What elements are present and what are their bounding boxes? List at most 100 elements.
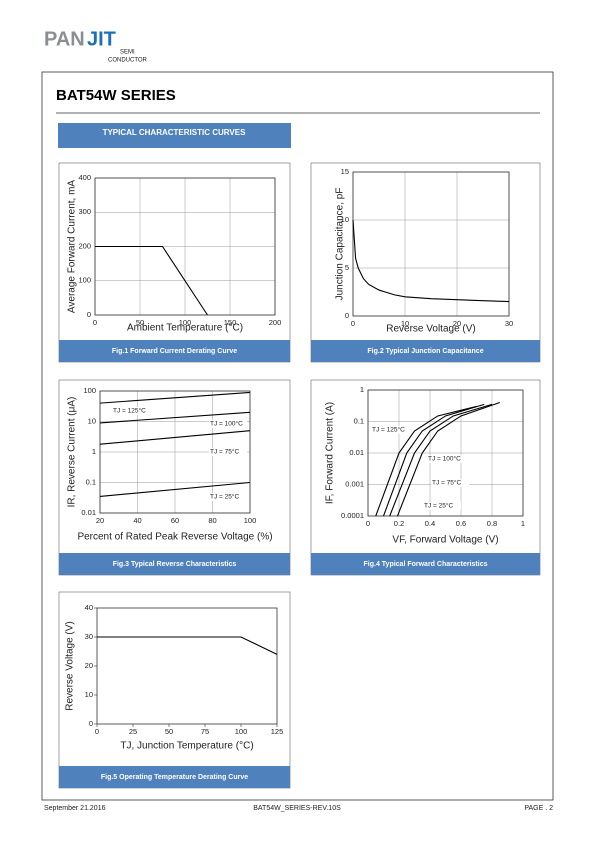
x-tick-label: 80 — [208, 516, 216, 525]
x-tick-label: 25 — [129, 727, 137, 736]
y-axis-label: Junction Capacitance, pF — [335, 188, 346, 301]
plot-area — [99, 390, 251, 514]
x-axis-label: Ambient Temperature (°C) — [127, 323, 243, 334]
x-tick-label: 0 — [93, 318, 97, 327]
figure-frame — [58, 379, 291, 576]
legend-bg — [427, 455, 465, 463]
data-line — [95, 245, 208, 316]
y-tick-label: 30 — [85, 632, 93, 641]
legend-bg — [209, 493, 247, 501]
caption-bar — [311, 553, 540, 575]
section-title: TYPICAL CHARACTERISTIC CURVES — [103, 128, 246, 137]
data-line — [396, 402, 500, 517]
x-axis-label: VF, Forward Voltage (V) — [392, 535, 498, 546]
legend-bg — [423, 502, 461, 510]
series-label: TJ = 125°C — [113, 407, 146, 415]
footer-date: September 21.2016 — [44, 805, 106, 812]
y-axis-label: IF, Forward Current (A) — [325, 402, 336, 504]
figure-caption: Fig.1 Forward Current Derating Curve — [112, 348, 237, 355]
y-tick-label: 0 — [345, 311, 349, 320]
logo-left: PAN — [44, 28, 85, 50]
series-label: TJ = 75°C — [432, 479, 461, 487]
data-line — [352, 219, 510, 303]
x-tick-label: 20 — [96, 516, 104, 525]
y-tick-label: 20 — [85, 661, 93, 670]
plot-area — [352, 171, 510, 317]
y-axis-label: Average Forward Current, mA — [67, 180, 78, 314]
y-tick-label: 400 — [78, 173, 91, 182]
series-label: TJ = 125°C — [372, 426, 405, 434]
y-tick-label: 0.1 — [354, 416, 364, 425]
data-line — [375, 405, 477, 517]
y-tick-label: 0.1 — [86, 477, 96, 486]
series-label: TJ = 100°C — [210, 420, 243, 428]
y-tick-label: 200 — [78, 241, 91, 250]
legend-bg — [209, 420, 247, 428]
y-tick-label: 0 — [89, 719, 93, 728]
y-tick-label: 10 — [341, 215, 349, 224]
x-axis-label: TJ, Junction Temperature (°C) — [120, 741, 253, 752]
x-axis-label: Percent of Rated Peak Reverse Voltage (%… — [77, 532, 272, 543]
section-bar — [58, 123, 291, 148]
y-tick-label: 100 — [78, 276, 91, 285]
data-line — [99, 481, 251, 497]
y-tick-label: 1 — [92, 447, 96, 456]
y-tick-label: 0.0001 — [341, 511, 364, 520]
y-tick-label: 10 — [85, 690, 93, 699]
caption-bar — [59, 340, 290, 362]
x-tick-label: 75 — [201, 727, 209, 736]
series-label: TJ = 75°C — [210, 448, 239, 456]
caption-bar — [59, 766, 290, 788]
y-tick-label: 300 — [78, 207, 91, 216]
x-tick-label: 50 — [165, 727, 173, 736]
legend-bg — [209, 448, 247, 456]
figure-frame — [58, 162, 291, 363]
x-tick-label: 60 — [171, 516, 179, 525]
x-tick-label: 0.8 — [487, 519, 497, 528]
page-frame — [41, 71, 554, 801]
y-axis-label: Reverse Voltage (V) — [65, 621, 76, 711]
x-tick-label: 100 — [179, 318, 192, 327]
x-tick-label: 0 — [351, 319, 355, 328]
figure-caption: Fig.2 Typical Junction Capacitance — [367, 348, 483, 355]
data-line — [382, 403, 485, 517]
x-tick-label: 20 — [453, 319, 461, 328]
figure-frame — [310, 162, 541, 363]
x-tick-label: 0.2 — [394, 519, 404, 528]
logo-sub: CONDUCTOR — [108, 58, 148, 64]
figure-caption: Fig.5 Operating Temperature Derating Cur… — [101, 774, 248, 781]
figure-frame — [310, 379, 541, 576]
figure-caption: Fig.3 Typical Reverse Characteristics — [113, 561, 237, 568]
caption-bar — [311, 340, 540, 362]
y-tick-label: 10 — [88, 416, 96, 425]
x-tick-label: 200 — [269, 318, 282, 327]
legend-bg — [112, 407, 150, 415]
figure-caption: Fig.4 Typical Forward Characteristics — [364, 561, 488, 568]
caption-bar — [59, 553, 290, 575]
x-tick-label: 30 — [505, 319, 513, 328]
x-tick-label: 100 — [235, 727, 248, 736]
footer-page: PAGE . 2 — [524, 805, 553, 812]
x-tick-label: 125 — [271, 727, 284, 736]
x-tick-label: 40 — [133, 516, 141, 525]
x-tick-label: 0 — [366, 519, 370, 528]
logo-right: JIT — [87, 28, 116, 50]
footer-doc: BAT54W_SERIES-REV.10S — [253, 805, 341, 812]
y-tick-label: 100 — [83, 386, 96, 395]
y-tick-label: 0.01 — [349, 448, 364, 457]
x-axis-label: Reverse Voltage (V) — [386, 324, 476, 335]
y-tick-label: 0.001 — [345, 479, 364, 488]
x-tick-label: 0.6 — [456, 519, 466, 528]
x-tick-label: 10 — [401, 319, 409, 328]
y-tick-label: 40 — [85, 603, 93, 612]
x-tick-label: 100 — [244, 516, 257, 525]
data-line — [99, 391, 251, 404]
data-line — [99, 430, 251, 445]
doc-title: BAT54W SERIES — [56, 87, 176, 104]
legend-bg — [431, 479, 469, 487]
y-tick-label: 0 — [87, 310, 91, 319]
y-tick-label: 5 — [345, 263, 349, 272]
data-line — [99, 411, 251, 424]
data-line — [389, 403, 493, 517]
